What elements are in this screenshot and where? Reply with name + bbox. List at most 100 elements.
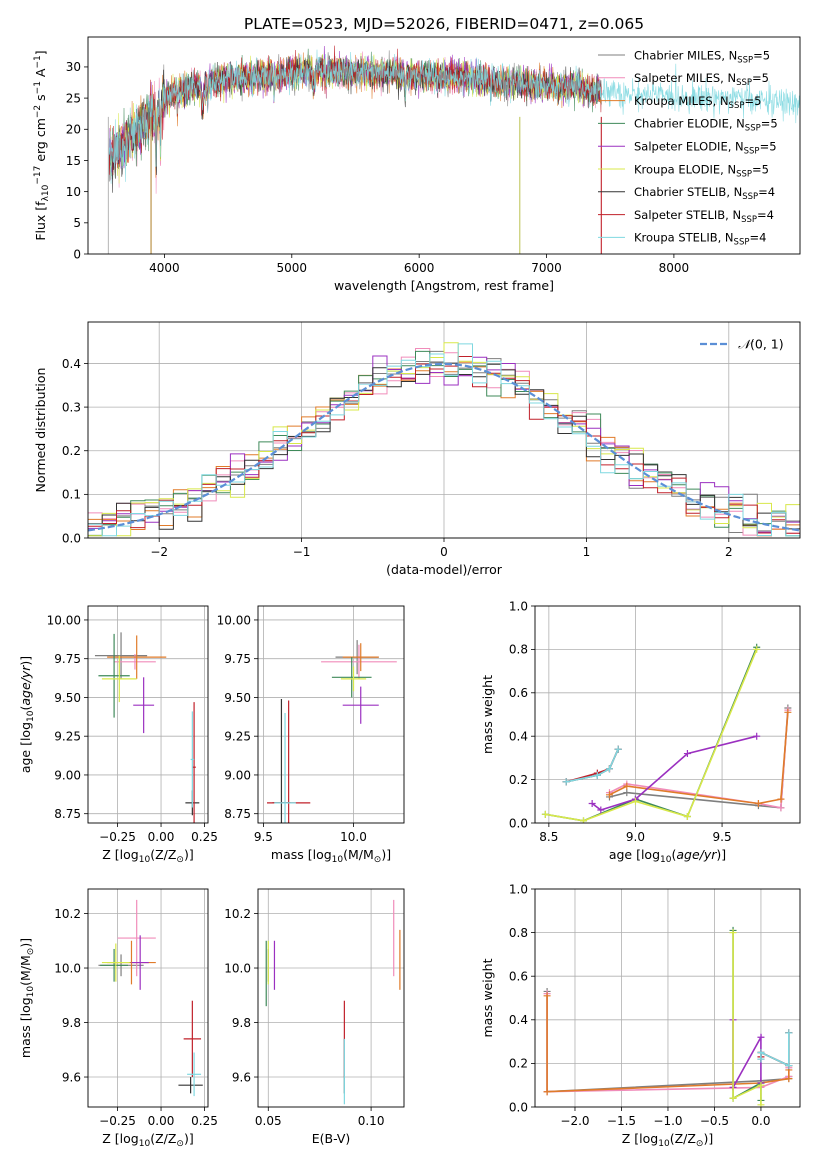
panel-age_vs_mass: 9.5 10.0 8.75 9.00 9.25 9.50 9.75 10.00 mass [lo… [217, 605, 405, 865]
x-tick-label: −1 [293, 545, 311, 559]
weight-marker-5 [683, 812, 691, 820]
y-tick-label: 15 [66, 154, 81, 168]
y-tick-label: 8.75 [54, 807, 81, 821]
x-tick-label: 0.05 [255, 1114, 282, 1128]
legend-entry: Kroupa STELIB, NSSP=4 [634, 231, 766, 248]
plot-area-mass_vs_Z [98, 899, 203, 1097]
plot-area-age_vs_mass [267, 640, 397, 823]
y-tick-label: 9.00 [54, 768, 81, 782]
weight-marker-4 [683, 750, 691, 758]
y-tick-label: 1.0 [509, 599, 528, 613]
y-axis-label: mass weight [480, 958, 495, 1037]
y-tick-label: 0.0 [62, 531, 81, 545]
y-tick-label: 9.00 [224, 768, 251, 782]
x-axis-label: mass [log10(M/M⊙)] [271, 847, 391, 865]
weight-marker-5 [631, 797, 639, 805]
y-tick-label: 0.1 [62, 488, 81, 502]
legend-entry: Chabrier ELODIE, NSSP=5 [634, 117, 778, 134]
weight-marker-2 [543, 1088, 551, 1096]
plot-area-mass_vs_ebv [265, 899, 401, 1105]
y-tick-label: 0.3 [62, 400, 81, 414]
x-tick-label: 0.10 [358, 1114, 385, 1128]
x-axis-label: wavelength [Angstrom, rest frame] [334, 278, 554, 293]
weight-marker-0 [623, 789, 631, 797]
axes-frame [534, 605, 801, 824]
x-tick-label: −2.0 [560, 1114, 589, 1128]
weight-marker-8 [757, 1049, 765, 1056]
y-tick-label: 9.50 [224, 691, 251, 705]
x-axis-label: Z [log10(Z/Z⊙)] [102, 847, 193, 865]
weight-marker-5 [541, 810, 549, 818]
weight-line-8 [566, 748, 619, 783]
legend-entry: Kroupa ELODIE, NSSP=5 [634, 162, 769, 179]
legend-entry: Chabrier STELIB, NSSP=4 [634, 185, 775, 202]
weight-marker-2 [754, 799, 762, 807]
y-tick-label: 9.8 [232, 1016, 251, 1030]
x-tick-label: 0.0 [751, 1114, 770, 1128]
legend-entry: Kroupa MILES, NSSP=5 [634, 94, 761, 111]
x-tick-label: −0.25 [99, 1114, 136, 1128]
x-tick-label: 6000 [404, 261, 435, 275]
y-tick-label: 10.00 [47, 613, 81, 627]
x-tick-label: 2 [725, 545, 733, 559]
weight-marker-8 [614, 745, 622, 753]
y-tick-label: 20 [66, 123, 81, 137]
figure-title: PLATE=0523, MJD=52026, FIBERID=0471, z=0… [244, 15, 644, 33]
x-tick-label: −1.0 [653, 1114, 682, 1128]
y-tick-label: 9.25 [54, 730, 81, 744]
y-tick-label: 10.0 [224, 961, 251, 975]
weight-marker-4 [753, 732, 761, 740]
x-axis-label: age [log10(age/yr)] [609, 847, 726, 865]
x-tick-label: 10.0 [340, 830, 367, 844]
y-tick-label: 9.6 [62, 1070, 81, 1084]
weight-marker-8 [605, 765, 613, 773]
weight-line-6 [760, 1032, 790, 1067]
plot-area-weight_vs_age [541, 643, 792, 823]
weight-line-3 [732, 930, 762, 1101]
x-tick-label: 9.5 [254, 830, 273, 844]
y-tick-label: 10.2 [224, 907, 251, 921]
legend-entry: Salpeter MILES, NSSP=5 [634, 71, 769, 88]
weight-marker-1 [777, 804, 785, 812]
y-tick-label: 30 [66, 60, 81, 74]
weight-marker-2 [785, 1075, 793, 1083]
x-tick-label: 4000 [149, 261, 180, 275]
x-tick-label: 9.5 [713, 830, 732, 844]
x-tick-label: 1 [583, 545, 591, 559]
axes-frame [87, 888, 209, 1108]
spectrum-line-8 [108, 49, 800, 184]
weight-marker-8 [785, 1029, 793, 1037]
y-axis-label: mass [log10(M/M⊙)] [18, 938, 36, 1058]
x-tick-label: 0.00 [148, 830, 175, 844]
plot-area-weight_vs_Z [543, 926, 793, 1107]
x-tick-label: 9.0 [626, 830, 645, 844]
y-tick-label: 10.0 [54, 961, 81, 975]
x-axis-label: Z [log10(Z/Z⊙)] [622, 1131, 713, 1149]
weight-line-8 [760, 1032, 790, 1067]
y-tick-label: 9.25 [224, 730, 251, 744]
weight-marker-8 [593, 771, 601, 779]
x-tick-label: 0.25 [191, 830, 218, 844]
y-tick-label: 9.75 [224, 652, 251, 666]
y-tick-label: 0.2 [62, 444, 81, 458]
y-tick-label: 9.50 [54, 691, 81, 705]
x-tick-label: −0.25 [99, 830, 136, 844]
x-tick-label: 8000 [659, 261, 690, 275]
y-tick-label: 9.8 [62, 1016, 81, 1030]
y-tick-label: 0.4 [509, 730, 528, 744]
legend-entry: Salpeter STELIB, NSSP=4 [634, 208, 774, 225]
y-axis-label: age [log10(age/yr)] [18, 656, 36, 773]
panel-weight_vs_age: 8.5 9.0 9.5 0.0 0.2 0.4 0.6 0.8 1.0 age [log10(ag… [480, 599, 801, 865]
weight-marker-5 [729, 1094, 737, 1102]
x-axis-label: (data-model)/error [386, 562, 503, 577]
y-tick-label: 0.0 [509, 816, 528, 830]
y-tick-label: 10 [66, 185, 81, 199]
y-tick-label: 1.0 [509, 882, 528, 896]
x-tick-label: −1.5 [607, 1114, 636, 1128]
y-tick-label: 0.2 [509, 1057, 528, 1071]
y-tick-label: 0.4 [62, 357, 81, 371]
y-tick-label: 10.00 [217, 613, 251, 627]
weight-line-0 [609, 707, 789, 809]
axes-frame [87, 36, 801, 255]
